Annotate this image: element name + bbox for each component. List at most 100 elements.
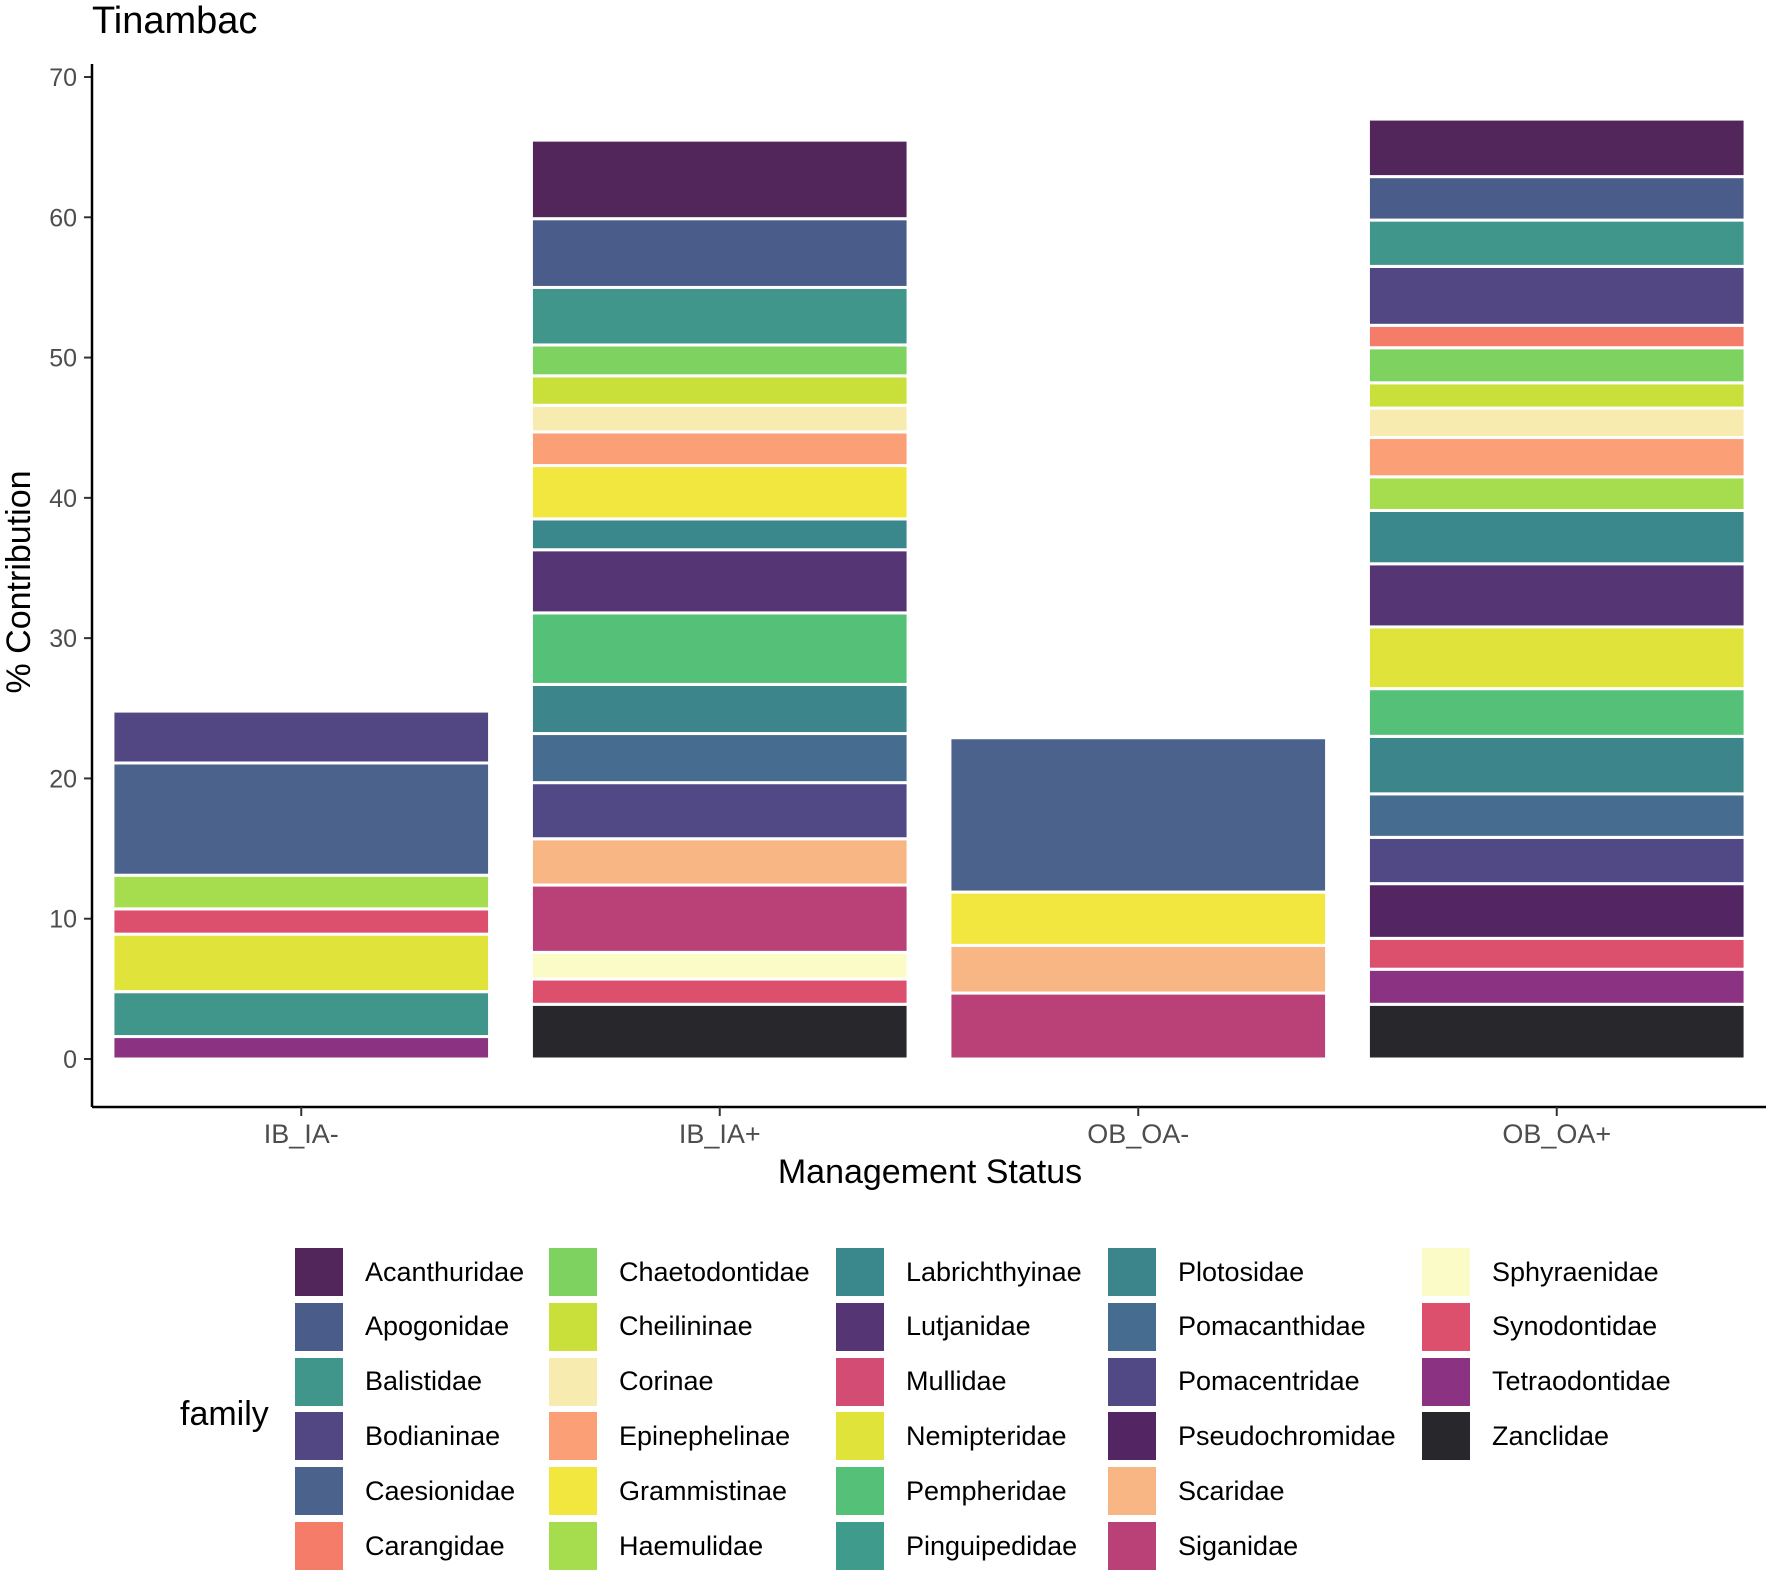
legend-swatch: [295, 1357, 343, 1406]
legend-swatch: [836, 1467, 884, 1516]
legend-item-pomacentridae: Pomacentridae: [1108, 1357, 1360, 1406]
bar-segment-cheilininae: [529, 374, 910, 407]
chart-plot: 0 10 20 30 40 50 60 70 IB_IA- IB_IA+ OB_OA- OB_OA+…: [0, 64, 1766, 1191]
legend-item-bodianinae: Bodianinae: [295, 1412, 501, 1461]
bar-segment-pomacentridae: [529, 781, 910, 841]
legend-title: family: [180, 1395, 269, 1433]
bar-segment-sphyraenidae: [529, 950, 910, 981]
legend: family Acanthuridae Apogonidae Balistidae B…: [180, 1240, 1740, 1570]
legend-swatch: [1108, 1302, 1156, 1351]
bar-segment-bodianinae: [111, 709, 492, 765]
legend-swatch: [1108, 1412, 1156, 1461]
bar-segment-apogonidae: [1366, 175, 1747, 222]
bar-segment-balistidae: [1366, 218, 1747, 268]
legend-label: Pempheridae: [906, 1475, 1067, 1506]
legend-label: Pomacanthidae: [1178, 1311, 1366, 1342]
legend-item-haemulidae: Haemulidae: [549, 1522, 763, 1570]
legend-swatch: [295, 1522, 343, 1570]
legend-swatch: [836, 1522, 884, 1570]
x-tick-label: IB_IA+: [679, 1119, 761, 1149]
bar-segment-acanthuridae: [1366, 117, 1747, 179]
legend-swatch: [295, 1248, 343, 1296]
legend-label: Epinephelinae: [619, 1420, 791, 1451]
legend-label: Lutjanidae: [906, 1311, 1031, 1342]
legend-label: Sphyraenidae: [1492, 1256, 1659, 1287]
legend-label: Apogonidae: [365, 1311, 510, 1342]
legend-item-labrichthyinae: Labrichthyinae: [836, 1248, 1082, 1296]
bar-segment-tetraodontidae: [111, 1035, 492, 1061]
bar-segment-pseudochromidae: [1366, 882, 1747, 940]
y-tick-label: 70: [49, 64, 77, 92]
legend-swatch: [1422, 1248, 1470, 1296]
bar-segment-acanthuridae: [529, 138, 910, 221]
legend-swatch: [1108, 1248, 1156, 1296]
legend-label: Siganidae: [1178, 1530, 1299, 1561]
legend-label: Plotosidae: [1178, 1256, 1305, 1287]
bar-segment-synodontidae: [1366, 936, 1747, 971]
legend-swatch: [836, 1248, 884, 1296]
legend-swatch: [1108, 1467, 1156, 1516]
legend-label: Caesionidae: [365, 1475, 516, 1506]
legend-swatch: [295, 1412, 343, 1461]
bar-segment-corinae: [529, 403, 910, 434]
bar-segment-lutjanidae: [1366, 562, 1747, 629]
bar-segment-apogonidae: [529, 217, 910, 289]
legend-label: Chaetodontidae: [619, 1256, 810, 1287]
legend-label: Bodianinae: [365, 1420, 501, 1451]
bar-segment-pomacanthidae: [1366, 792, 1747, 839]
legend-item-tetraodontidae: Tetraodontidae: [1422, 1357, 1671, 1406]
chart-title: Tinambac: [92, 0, 258, 42]
bar-segment-scaridae: [948, 943, 1329, 995]
legend-item-carangidae: Carangidae: [295, 1522, 505, 1570]
legend-item-lutjanidae: Lutjanidae: [836, 1302, 1031, 1351]
legend-swatch: [295, 1467, 343, 1516]
legend-item-caesionidae: Caesionidae: [295, 1467, 516, 1516]
bar-segment-haemulidae: [111, 873, 492, 911]
bar-segment-lutjanidae: [529, 548, 910, 615]
bar-segment-plotosidae: [529, 682, 910, 736]
bar-segment-pomacanthidae: [529, 732, 910, 785]
bars: [111, 117, 1747, 1061]
y-tick-label: 20: [49, 765, 77, 793]
legend-label: Pomacentridae: [1178, 1366, 1360, 1397]
legend-item-corinae: Corinae: [549, 1357, 714, 1406]
y-tick-label: 60: [49, 204, 77, 232]
x-axis-ticks: IB_IA- IB_IA+ OB_OA- OB_OA+: [264, 1107, 1611, 1149]
bar-segment-grammistinae: [529, 464, 910, 521]
bar-segment-pempheridae: [529, 611, 910, 686]
legend-item-sphyraenidae: Sphyraenidae: [1422, 1248, 1659, 1296]
legend-label: Labrichthyinae: [906, 1256, 1082, 1287]
bar-segment-nemipteridae: [1366, 625, 1747, 691]
bar-segment-siganidae: [529, 883, 910, 954]
legend-item-pomacanthidae: Pomacanthidae: [1108, 1302, 1366, 1351]
bar-segment-zanclidae: [529, 1002, 910, 1061]
legend-item-acanthuridae: Acanthuridae: [295, 1248, 524, 1296]
bar-segment-balistidae: [529, 285, 910, 347]
x-tick-label: IB_IA-: [264, 1119, 339, 1149]
bar-segment-haemulidae: [1366, 475, 1747, 512]
legend-item-pempheridae: Pempheridae: [836, 1467, 1067, 1516]
bar-segment-cheilininae: [1366, 381, 1747, 410]
legend-item-synodontidae: Synodontidae: [1422, 1302, 1657, 1351]
legend-swatch: [549, 1522, 597, 1570]
bar-segment-carangidae: [1366, 323, 1747, 350]
legend-label: Tetraodontidae: [1492, 1366, 1671, 1397]
legend-label: Grammistinae: [619, 1475, 788, 1506]
bar-segment-balistidae: [111, 990, 492, 1039]
bar-segment-bodianinae: [1366, 264, 1747, 327]
legend-item-zanclidae: Zanclidae: [1422, 1412, 1610, 1461]
y-tick-label: 50: [49, 345, 77, 373]
bar-segment-labrichthyinae: [529, 517, 910, 552]
bar-segment-zanclidae: [1366, 1002, 1747, 1061]
legend-swatch: [549, 1412, 597, 1461]
bar-segment-epinephelinae: [1366, 436, 1747, 479]
legend-item-balistidae: Balistidae: [295, 1357, 482, 1406]
bar-segment-tetraodontidae: [1366, 967, 1747, 1006]
legend-label: Zanclidae: [1492, 1420, 1610, 1451]
y-tick-label: 40: [49, 485, 77, 513]
legend-label: Cheilininae: [619, 1311, 753, 1342]
legend-swatch: [549, 1248, 597, 1296]
y-axis-title: % Contribution: [0, 470, 38, 693]
legend-swatch: [549, 1467, 597, 1516]
legend-swatch: [1422, 1357, 1470, 1406]
